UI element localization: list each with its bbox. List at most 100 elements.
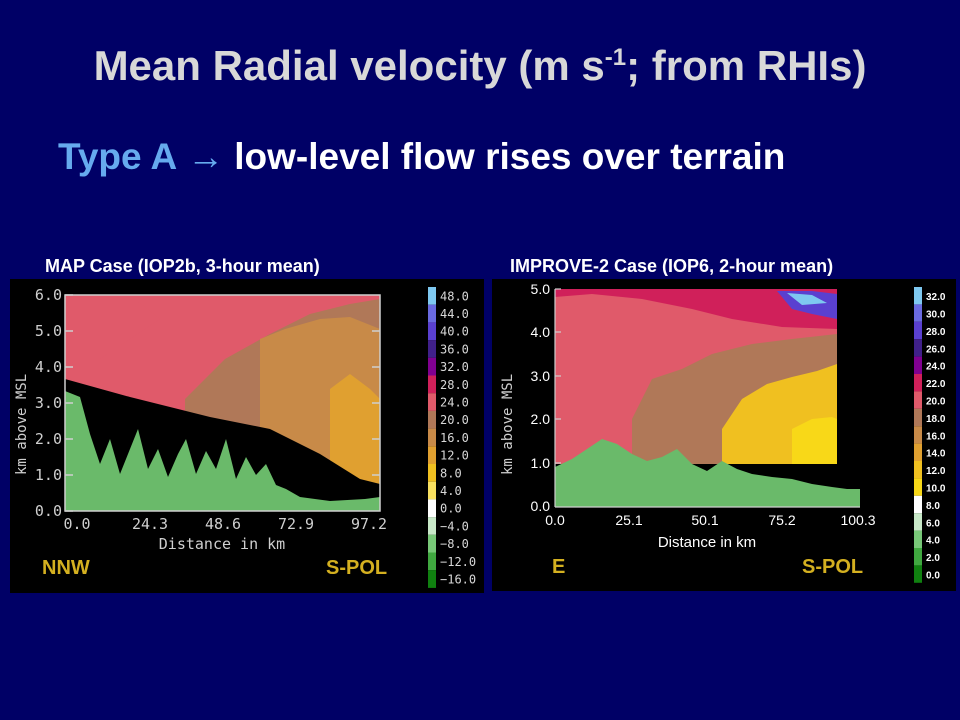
colorbar-label: −16.0 — [440, 572, 476, 586]
colorbar-label: 20.0 — [926, 396, 946, 407]
right-radar-label: S-POL — [802, 556, 864, 578]
left-radar-plot: 6.0 5.0 4.0 3.0 2.0 1.0 0.0 km above MSL… — [10, 279, 484, 593]
colorbar-swatch — [914, 495, 922, 514]
slide-title: Mean Radial velocity (m s-1; from RHIs) — [0, 42, 960, 90]
colorbar-swatch — [428, 464, 436, 482]
right-direction-label: E — [552, 556, 566, 578]
left-radar-label: S-POL — [326, 557, 388, 579]
left-colorbar: 48.0 44.0 40.0 36.0 32.0 28.0 24.0 20.0 16.0 12.0… — [428, 287, 476, 588]
colorbar-swatch — [914, 374, 922, 392]
colorbar-swatch — [428, 534, 436, 553]
left-ytick-label: 2.0 — [35, 430, 62, 448]
colorbar-label: 18.0 — [926, 414, 946, 425]
colorbar-swatch — [914, 530, 922, 548]
colorbar-label: 16.0 — [440, 431, 469, 445]
colorbar-swatch — [914, 461, 922, 479]
colorbar-label: 26.0 — [926, 344, 946, 355]
colorbar-swatch — [914, 391, 922, 409]
colorbar-swatch — [914, 426, 922, 444]
colorbar-label: 44.0 — [440, 307, 469, 321]
colorbar-swatch — [914, 513, 922, 531]
left-y-axis-label: km above MSL — [14, 374, 30, 475]
colorbar-label: 28.0 — [440, 378, 469, 392]
right-radar-plot: 5.0 4.0 3.0 2.0 1.0 0.0 km above MSL 0.0… — [492, 279, 956, 591]
right-xtick-label: 25.1 — [615, 512, 642, 528]
colorbar-swatch — [914, 356, 922, 374]
colorbar-swatch — [428, 499, 436, 518]
left-terrain — [65, 391, 380, 511]
right-xtick-label: 50.1 — [691, 512, 718, 528]
left-xtick-label: 72.9 — [278, 515, 314, 533]
left-ytick-label: 1.0 — [35, 466, 62, 484]
left-xtick-label: 0.0 — [63, 515, 90, 533]
colorbar-label: 32.0 — [440, 360, 469, 374]
colorbar-label: −8.0 — [440, 537, 469, 551]
colorbar-swatch — [914, 321, 922, 340]
left-xtick-label: 48.6 — [205, 515, 241, 533]
right-x-axis-label: Distance in km — [658, 534, 756, 551]
colorbar-swatch — [428, 357, 436, 376]
colorbar-swatch — [428, 393, 436, 411]
colorbar-label: 10.0 — [926, 483, 946, 494]
left-xtick-label: 24.3 — [132, 515, 168, 533]
left-ytick-label: 0.0 — [35, 502, 62, 520]
left-xtick-label: 97.2 — [351, 515, 387, 533]
right-xtick-label: 100.3 — [840, 512, 875, 528]
colorbar-label: −12.0 — [440, 555, 476, 569]
colorbar-swatch — [428, 552, 436, 571]
colorbar-label: 4.0 — [926, 536, 940, 547]
colorbar-label: 32.0 — [926, 292, 946, 303]
colorbar-swatch — [428, 570, 436, 588]
colorbar-swatch — [428, 410, 436, 429]
colorbar-label: 0.0 — [440, 502, 462, 516]
colorbar-label: 30.0 — [926, 309, 946, 320]
right-ytick-label: 0.0 — [531, 498, 551, 514]
colorbar-label: 4.0 — [440, 484, 462, 498]
left-ytick-label: 3.0 — [35, 394, 62, 412]
colorbar-label: 6.0 — [926, 518, 940, 529]
colorbar-label: 16.0 — [926, 431, 946, 442]
colorbar-label: 40.0 — [440, 325, 469, 339]
right-velocity-field — [555, 289, 837, 464]
subtitle-text: low-level flow rises over terrain — [234, 136, 786, 177]
left-direction-label: NNW — [42, 557, 90, 579]
colorbar-label: 22.0 — [926, 379, 946, 390]
colorbar-label: 2.0 — [926, 553, 940, 564]
colorbar-label: 12.0 — [440, 449, 469, 463]
colorbar-label: −4.0 — [440, 519, 469, 533]
colorbar-swatch — [914, 287, 922, 305]
colorbar-swatch — [914, 548, 922, 566]
right-ytick-label: 4.0 — [531, 324, 551, 340]
right-colorbar: 32.0 30.0 28.0 26.0 24.0 22.0 20.0 18.0 16.0 14.0… — [914, 287, 946, 583]
colorbar-label: 28.0 — [926, 327, 946, 338]
colorbar-swatch — [914, 408, 922, 427]
colorbar-swatch — [914, 565, 922, 583]
colorbar-label: 36.0 — [440, 342, 469, 356]
right-axis-ticks — [554, 288, 860, 508]
right-panel: 5.0 4.0 3.0 2.0 1.0 0.0 km above MSL 0.0… — [492, 279, 956, 591]
colorbar-label: 48.0 — [440, 289, 469, 303]
colorbar-swatch — [428, 375, 436, 394]
colorbar-swatch — [428, 322, 436, 341]
title-main: Mean Radial velocity (m s — [93, 42, 605, 89]
right-ytick-label: 1.0 — [531, 455, 551, 471]
right-panel-title: IMPROVE-2 Case (IOP6, 2-hour mean) — [510, 256, 834, 276]
colorbar-label: 8.0 — [926, 501, 940, 512]
colorbar-swatch — [428, 287, 436, 305]
subtitle-type: Type A — [58, 136, 178, 177]
right-terrain — [555, 439, 860, 507]
colorbar-label: 20.0 — [440, 413, 469, 427]
left-panel: 6.0 5.0 4.0 3.0 2.0 1.0 0.0 km above MSL… — [10, 279, 484, 593]
right-xtick-label: 75.2 — [768, 512, 795, 528]
colorbar-label: 24.0 — [926, 362, 946, 373]
colorbar-swatch — [428, 517, 436, 535]
slide-subtitle: Type A → low-level flow rises over terrain — [58, 136, 785, 178]
title-tail: ; from RHIs) — [626, 42, 867, 89]
right-ytick-label: 3.0 — [531, 368, 551, 384]
right-xtick-label: 0.0 — [545, 512, 565, 528]
right-ytick-label: 5.0 — [531, 281, 551, 297]
colorbar-label: 14.0 — [926, 449, 946, 460]
colorbar-label: 0.0 — [926, 570, 940, 581]
right-ytick-label: 2.0 — [531, 411, 551, 427]
left-y-ticks — [65, 294, 380, 512]
